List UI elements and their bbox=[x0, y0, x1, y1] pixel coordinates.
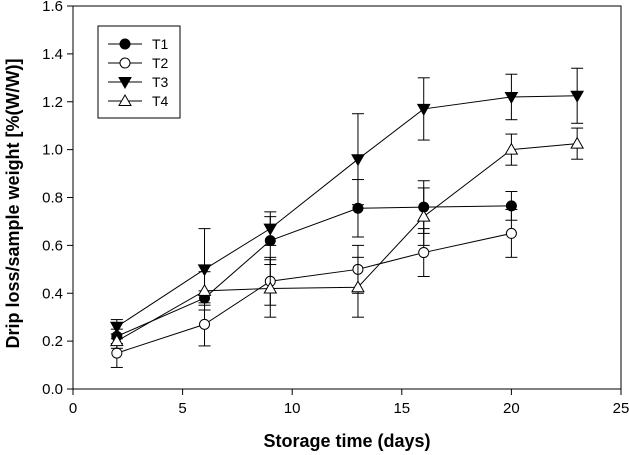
legend-marker-t2 bbox=[119, 57, 131, 69]
legend-label-t4: T4 bbox=[152, 93, 169, 109]
data-point-t4 bbox=[416, 209, 431, 222]
series-t2 bbox=[110, 208, 518, 368]
data-point-t3 bbox=[197, 264, 212, 277]
data-point-t4 bbox=[504, 142, 519, 155]
data-point-t4 bbox=[570, 136, 585, 149]
y-axis-label: Drip loss/sample weight [%(W/W)] bbox=[3, 58, 23, 348]
legend-label-t2: T2 bbox=[152, 55, 169, 71]
x-tick-label: 25 bbox=[613, 400, 629, 417]
data-point-t3 bbox=[504, 91, 519, 104]
x-tick-label: 10 bbox=[284, 400, 301, 417]
y-tick-label: 0.2 bbox=[42, 333, 63, 350]
y-tick-label: 0.4 bbox=[42, 285, 63, 302]
x-tick-label: 20 bbox=[503, 400, 520, 417]
data-point-t2 bbox=[505, 227, 517, 239]
series-line-t1 bbox=[116, 205, 512, 337]
data-point-t3 bbox=[351, 154, 365, 167]
data-point-t2 bbox=[111, 347, 123, 359]
legend-label-t3: T3 bbox=[152, 74, 169, 90]
data-point-t4 bbox=[351, 280, 365, 293]
legend-label-t1: T1 bbox=[152, 36, 169, 52]
y-tick-label: 1.2 bbox=[42, 94, 63, 111]
data-point-t2 bbox=[418, 247, 430, 259]
y-tick-label: 1.6 bbox=[42, 0, 63, 15]
data-point-t2 bbox=[199, 318, 211, 330]
y-tick-label: 0.0 bbox=[42, 381, 63, 398]
x-tick-label: 0 bbox=[69, 400, 77, 417]
data-point-t4 bbox=[197, 283, 212, 296]
y-tick-label: 0.6 bbox=[42, 237, 63, 254]
y-tick-label: 1.0 bbox=[42, 142, 63, 159]
legend-marker-t4 bbox=[118, 93, 132, 106]
x-axis-label: Storage time (days) bbox=[263, 431, 430, 451]
data-point-t3 bbox=[570, 90, 585, 103]
legend-marker-t1 bbox=[119, 38, 131, 50]
series-line-t2 bbox=[116, 232, 512, 354]
legend-marker-t3 bbox=[118, 77, 132, 90]
data-point-t4 bbox=[109, 334, 124, 347]
y-tick-label: 1.4 bbox=[42, 46, 63, 63]
series-line-t3 bbox=[116, 95, 578, 328]
x-tick-label: 5 bbox=[178, 400, 186, 417]
series-line-t4 bbox=[116, 143, 578, 342]
data-point-t4 bbox=[263, 281, 278, 294]
data-point-t3 bbox=[416, 103, 431, 116]
plot-area bbox=[109, 67, 585, 368]
legend-box bbox=[97, 25, 181, 119]
series-t4 bbox=[109, 127, 585, 349]
axes: 0 5 10 15 20 25 0.0 0.2 0.4 0.6 0.8 1.0 1.2 1.4 1.6 bbox=[42, 0, 629, 417]
series-t3 bbox=[109, 67, 585, 335]
data-point-t3 bbox=[263, 223, 278, 236]
data-point-t3 bbox=[109, 321, 124, 334]
legend: T1 T2 T3 T4 bbox=[97, 25, 181, 119]
y-tick-label: 0.8 bbox=[42, 190, 63, 207]
series-t1 bbox=[110, 179, 518, 345]
x-tick-label: 15 bbox=[393, 400, 410, 417]
